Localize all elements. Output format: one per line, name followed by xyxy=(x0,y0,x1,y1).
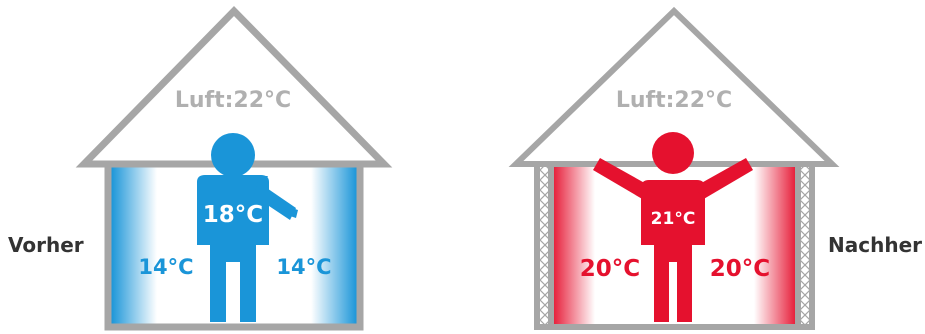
cold-person-icon xyxy=(197,133,298,322)
wall-right-temp-after: 20°C xyxy=(710,256,770,282)
warm-person-icon xyxy=(593,132,753,322)
label-after: Nachher xyxy=(828,233,922,257)
person-temp-before: 18°C xyxy=(203,202,263,228)
wall-left-temp-after: 20°C xyxy=(580,256,640,282)
wall-cold-left xyxy=(111,163,157,327)
air-temp-before: Luft:22°C xyxy=(175,88,291,113)
insulation-left xyxy=(537,163,551,327)
air-temp-after: Luft:22°C xyxy=(616,88,732,113)
wall-warm-right xyxy=(754,163,798,327)
person-temp-after: 21°C xyxy=(651,209,696,229)
house-after: 21°C 20°C 20°C Luft:22°C xyxy=(508,6,840,330)
house-before: 18°C 14°C 14°C Luft:22°C xyxy=(75,6,393,331)
wall-warm-left xyxy=(551,163,595,327)
wall-right-temp-before: 14°C xyxy=(276,255,331,279)
wall-left-temp-before: 14°C xyxy=(138,255,193,279)
insulation-right xyxy=(798,163,812,327)
label-before: Vorher xyxy=(8,233,84,257)
wall-cold-right xyxy=(311,163,357,327)
